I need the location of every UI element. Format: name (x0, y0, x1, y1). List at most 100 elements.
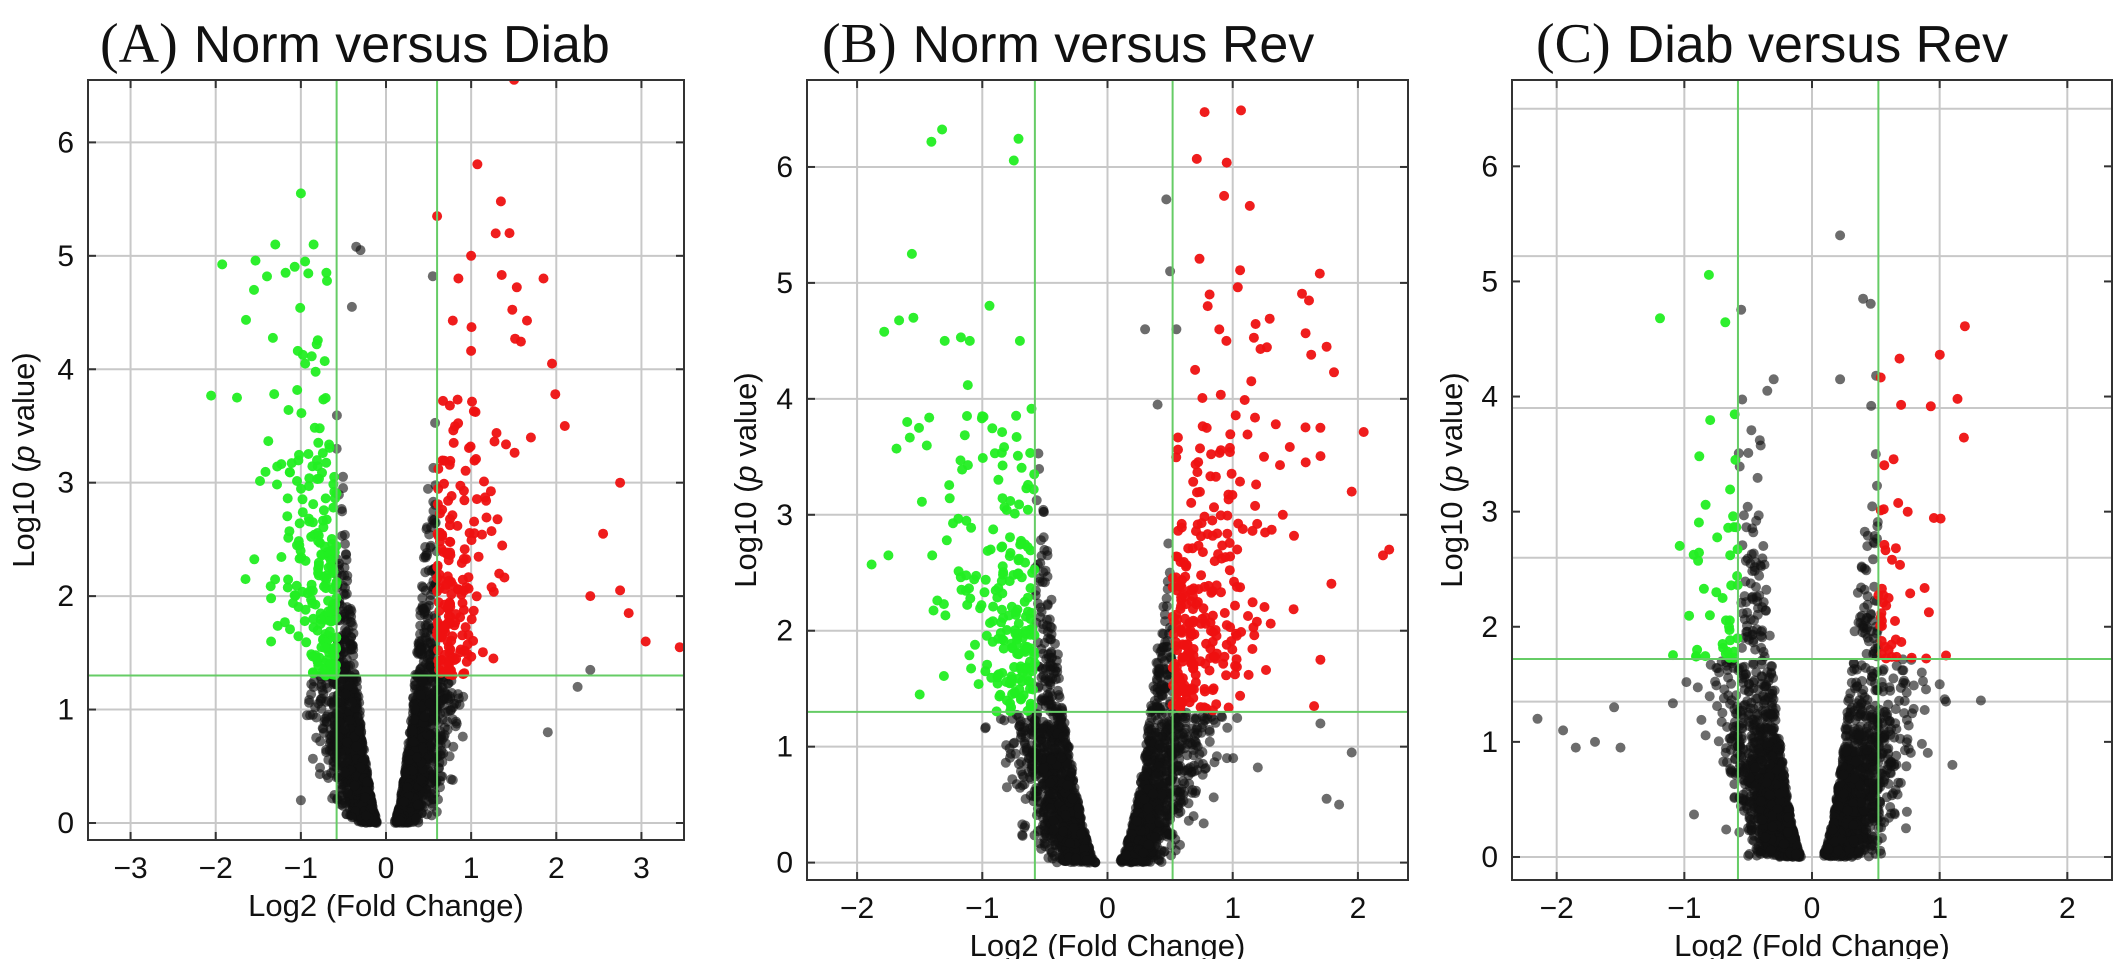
point-ns (417, 676, 428, 687)
point-up (439, 478, 449, 489)
point-ns (1058, 732, 1069, 742)
point-down (980, 666, 991, 677)
point-down (914, 422, 924, 433)
point-ns (1064, 838, 1075, 849)
point-ns (424, 529, 435, 540)
point-up (462, 648, 473, 659)
point-ns (315, 762, 325, 773)
x-tick-label: 3 (633, 852, 650, 885)
point-ns (1043, 633, 1053, 644)
x-tick-label: −3 (113, 852, 147, 885)
point-down (1012, 634, 1022, 645)
point-down (326, 534, 337, 544)
point-ns (1082, 855, 1092, 866)
point-down (299, 616, 310, 627)
point-down (282, 493, 293, 504)
point-down (276, 552, 287, 562)
point-ns (340, 797, 351, 808)
point-ns (1060, 810, 1071, 821)
point-ns (400, 768, 411, 779)
point-down (292, 345, 303, 356)
point-ns (1121, 850, 1132, 861)
point-down (312, 455, 322, 466)
point-down (866, 559, 877, 570)
point-ns (1044, 673, 1055, 683)
point-up (490, 228, 501, 239)
point-ns (1027, 721, 1038, 732)
point-up (615, 585, 626, 596)
point-ns (995, 714, 1006, 724)
point-ns (1232, 713, 1243, 723)
point-up (486, 526, 497, 537)
point-ns (1162, 670, 1173, 681)
point-ns (419, 711, 430, 722)
point-ns (1196, 722, 1207, 733)
point-ns (1154, 667, 1164, 678)
point-down (283, 574, 294, 585)
point-ns (1182, 765, 1193, 776)
point-down (318, 505, 329, 516)
point-ns (1179, 786, 1190, 797)
point-ns (1046, 646, 1057, 657)
point-down (937, 124, 948, 135)
point-up (466, 614, 477, 625)
point-ns (342, 737, 353, 748)
point-ns (345, 603, 356, 614)
point-down (272, 461, 283, 472)
point-down (317, 448, 328, 459)
point-up (460, 465, 471, 476)
point-up (457, 574, 468, 585)
point-up (442, 571, 453, 582)
point-ns (351, 241, 362, 252)
point-up (459, 495, 470, 506)
point-ns (421, 602, 432, 613)
point-ns (1031, 495, 1042, 506)
point-ns (1143, 803, 1153, 814)
point-ns (1036, 606, 1047, 617)
point-ns (1154, 817, 1165, 828)
point-ns (1146, 700, 1157, 711)
point-ns (408, 714, 419, 725)
point-up (515, 336, 526, 347)
point-ns (1139, 770, 1150, 781)
point-ns (412, 799, 423, 810)
point-up (444, 400, 455, 411)
point-ns (360, 792, 371, 803)
point-ns (439, 722, 450, 733)
point-up (433, 645, 444, 656)
point-down (293, 631, 304, 642)
y-tick-label: 0 (57, 807, 74, 840)
point-down (260, 466, 271, 477)
point-down (944, 480, 955, 491)
point-down (318, 394, 329, 405)
point-down (955, 332, 966, 343)
point-down (206, 390, 217, 401)
point-down (240, 574, 251, 585)
point-down (307, 651, 318, 662)
point-ns (1154, 740, 1165, 750)
point-up (509, 80, 520, 85)
point-ns (1148, 788, 1159, 799)
x-tick-label: −2 (199, 852, 233, 885)
point-down (294, 449, 304, 460)
point-ns (1187, 787, 1198, 798)
point-up (495, 196, 506, 207)
point-ns (1154, 804, 1165, 815)
point-ns (1154, 778, 1165, 789)
data-points (206, 80, 684, 828)
point-ns (1042, 740, 1053, 751)
point-down (988, 601, 999, 612)
point-ns (1036, 781, 1047, 792)
point-ns (1164, 829, 1175, 840)
x-axis-label: Log2 (Fold Change) (248, 888, 524, 923)
point-ns (346, 617, 357, 628)
point-ns (1073, 803, 1084, 814)
point-down (283, 532, 294, 543)
point-ns (1033, 448, 1044, 459)
point-ns (407, 725, 418, 736)
point-up (550, 389, 561, 400)
point-ns (1156, 652, 1167, 663)
point-down (940, 610, 951, 621)
point-down (295, 188, 306, 199)
point-ns (348, 644, 359, 655)
